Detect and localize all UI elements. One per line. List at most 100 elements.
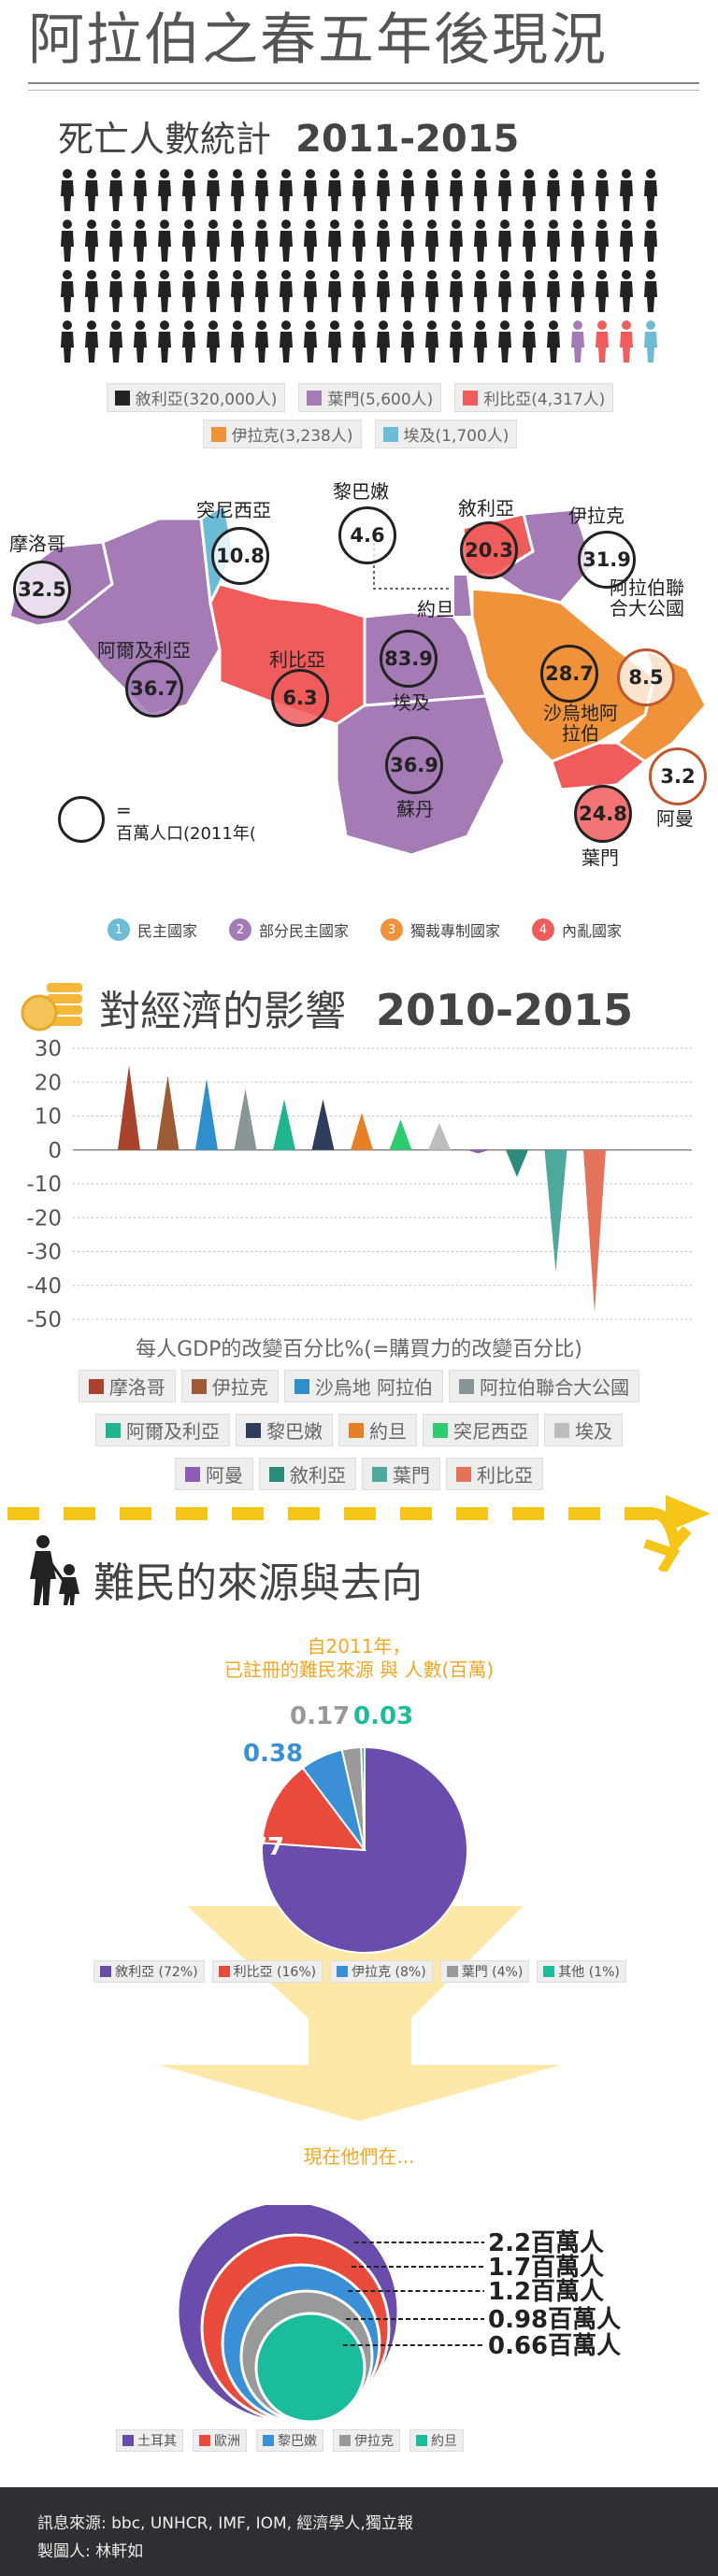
- person-icon: [450, 169, 463, 211]
- person-icon: [450, 220, 463, 262]
- footer-author: 製圖人: 林軒如: [37, 2542, 144, 2561]
- gdp-bar: [311, 1099, 335, 1150]
- gdp-legend-item: 摩洛哥: [78, 1370, 176, 1402]
- person-icon: [255, 270, 268, 312]
- legend-label: 埃及(1,700人): [403, 427, 510, 446]
- category-number: 1: [107, 918, 130, 941]
- category-label: 獨裁專制國家: [410, 922, 501, 940]
- category-label: 民主國家: [136, 922, 197, 940]
- deaths-legend-item: 伊拉克(3,238人): [202, 420, 362, 448]
- person-icon: [571, 320, 584, 363]
- population-circle: 24.8: [574, 785, 632, 843]
- person-icon: [158, 320, 171, 363]
- pie-label: 0.03: [353, 1702, 413, 1730]
- gdp-bar: [351, 1112, 373, 1150]
- person-icon: [61, 220, 74, 262]
- person-icon: [620, 270, 633, 312]
- country-label: 約旦: [417, 598, 454, 620]
- person-icon: [474, 270, 487, 312]
- legend-swatch: [269, 1466, 284, 1482]
- legend-swatch: [456, 1466, 471, 1482]
- legend-swatch: [382, 426, 398, 442]
- person-icon: [425, 169, 438, 211]
- person-icon: [134, 270, 147, 312]
- legend-swatch: [100, 1966, 112, 1977]
- country-label: 伊拉克: [568, 505, 625, 527]
- person-icon: [231, 270, 244, 312]
- legend-label: 利比亞 (16%): [233, 1965, 317, 1980]
- person-icon: [109, 169, 122, 211]
- category-number: 2: [228, 918, 251, 941]
- population-circle: 10.8: [211, 527, 269, 585]
- map-legend-circle: [58, 796, 105, 843]
- legend-label: 伊拉克: [354, 2434, 394, 2449]
- legend-swatch: [349, 1422, 364, 1438]
- title-rule-thin: [28, 90, 699, 91]
- legend-label: 沙烏地 阿拉伯: [314, 1376, 434, 1399]
- person-icon: [401, 220, 414, 262]
- person-icon: [474, 169, 487, 211]
- pie-label: 0.17: [290, 1702, 350, 1730]
- person-icon: [304, 270, 317, 312]
- legend-label: 敘利亞(320,000人): [135, 391, 278, 409]
- population-circle: 36.9: [385, 736, 443, 794]
- person-icon: [207, 320, 220, 363]
- country-label: 埃及: [393, 691, 430, 714]
- y-tick-label: -10: [26, 1173, 62, 1197]
- legend-swatch: [337, 1966, 349, 1977]
- person-icon: [596, 220, 609, 262]
- deaths-legend-item: 敘利亞(320,000人): [106, 383, 286, 412]
- population-circle: 3.2: [649, 747, 707, 805]
- gdp-legend-item: 伊拉克: [180, 1370, 279, 1402]
- pie-legend-item: 伊拉克 (8%): [330, 1960, 433, 1983]
- legend-label: 敘利亞 (72%): [115, 1965, 198, 1980]
- pie-legend-item: 利比亞 (16%): [211, 1960, 323, 1983]
- person-icon: [328, 270, 341, 312]
- map-legend-eq: =: [116, 799, 132, 821]
- pie-label: 0.77: [224, 1833, 284, 1861]
- legend-swatch: [185, 1466, 200, 1482]
- person-icon: [328, 220, 341, 262]
- legend-swatch: [294, 1378, 309, 1394]
- person-icon: [644, 169, 657, 211]
- country-label: 葉門: [582, 847, 619, 869]
- country-label: 敘利亞: [458, 497, 514, 519]
- gdp-bar: [428, 1122, 451, 1150]
- category-number: 4: [532, 918, 555, 941]
- map-category-item: 4 內亂國家: [532, 918, 622, 941]
- y-tick-label: 20: [35, 1071, 62, 1095]
- person-icon: [352, 169, 366, 211]
- legend-swatch: [307, 390, 323, 406]
- gdp-bar: [156, 1075, 180, 1150]
- pie-label: 0.38: [243, 1740, 303, 1768]
- person-icon: [377, 220, 390, 262]
- destination-value: 1.7百萬人: [488, 2254, 604, 2282]
- dashed-arrow: [7, 1495, 711, 1572]
- deaths-legend-item: 利比亞(4,317人): [454, 383, 614, 412]
- legend-swatch: [106, 1422, 121, 1438]
- legend-swatch: [210, 426, 226, 442]
- person-icon: [352, 220, 366, 262]
- y-tick-label: 30: [35, 1039, 62, 1061]
- gdp-legend-item: 利比亞: [446, 1458, 543, 1490]
- person-icon: [547, 270, 560, 312]
- destination-value: 0.66百萬人: [488, 2332, 621, 2360]
- population-circle: 31.9: [578, 531, 636, 589]
- map-category-item: 2 部分民主國家: [228, 918, 349, 941]
- person-icon: [547, 169, 560, 211]
- person-icon: [498, 270, 511, 312]
- legend-label: 葉門(5,600人): [327, 391, 434, 409]
- y-tick-label: -50: [26, 1308, 62, 1332]
- legend-swatch: [246, 1422, 261, 1438]
- person-icon: [596, 320, 609, 363]
- person-icon: [450, 270, 463, 312]
- person-icon: [377, 169, 390, 211]
- destination-value: 0.98百萬人: [488, 2306, 621, 2334]
- person-icon: [182, 320, 195, 363]
- legend-swatch: [339, 2435, 351, 2446]
- legend-label: 摩洛哥: [108, 1376, 165, 1399]
- person-icon: [523, 270, 536, 312]
- legend-swatch: [114, 390, 130, 406]
- person-icon: [231, 220, 244, 262]
- legend-swatch: [459, 1378, 475, 1394]
